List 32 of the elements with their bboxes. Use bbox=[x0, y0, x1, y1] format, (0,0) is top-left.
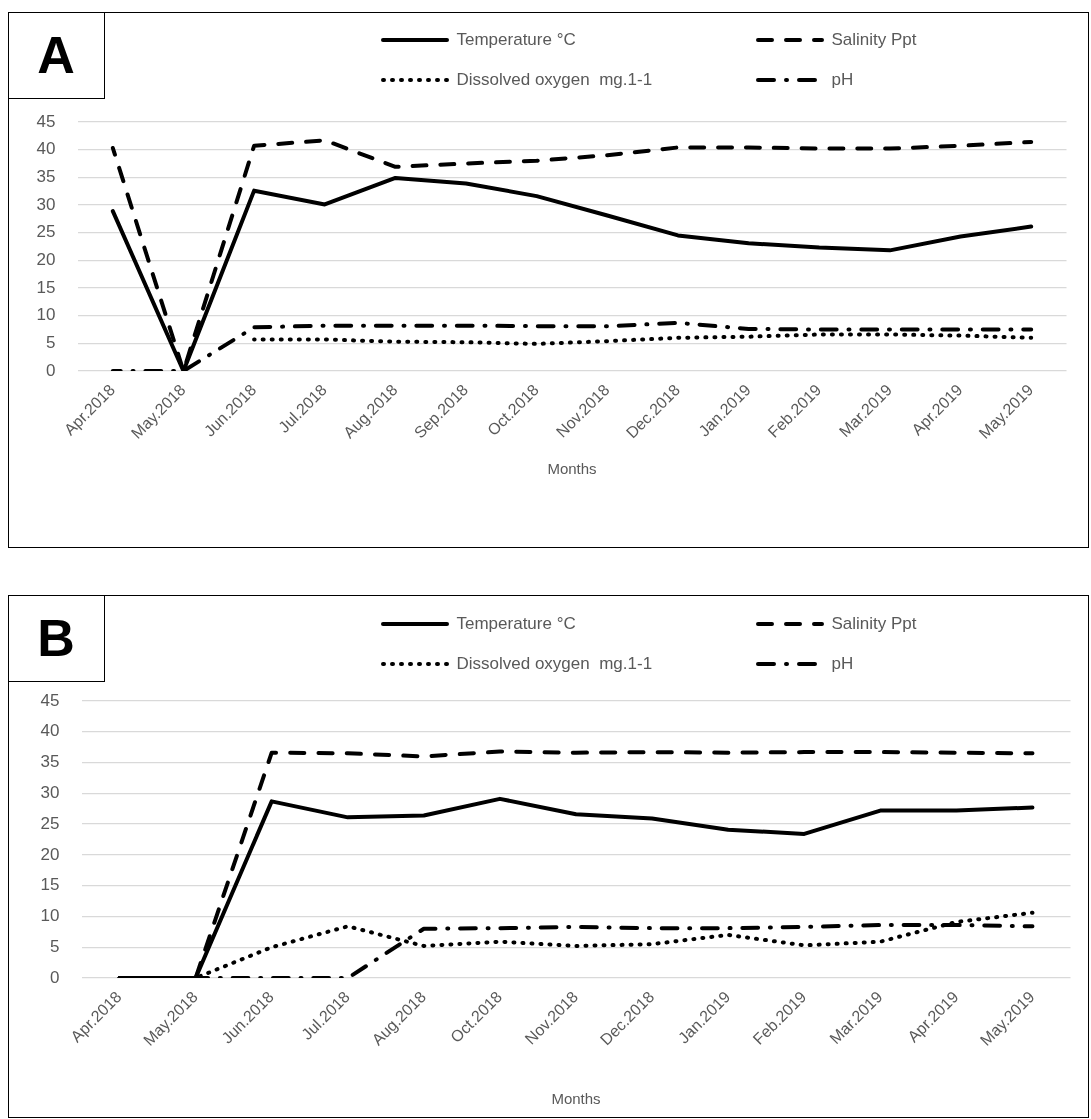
y-tick-label: 45 bbox=[36, 111, 56, 131]
legend-label: Salinity Ppt bbox=[831, 613, 917, 634]
legend-label: Dissolved oxygen mg.1-1 bbox=[456, 69, 653, 90]
x-axis-title: Months bbox=[551, 1089, 601, 1107]
y-tick-label: 10 bbox=[36, 304, 56, 324]
y-tick-label: 20 bbox=[40, 844, 60, 864]
chart-title: B bbox=[7, 594, 105, 682]
y-tick-label: 30 bbox=[40, 782, 60, 802]
y-tick-label: 35 bbox=[40, 751, 60, 771]
y-tick-label: 15 bbox=[36, 277, 56, 297]
y-tick-label: 30 bbox=[36, 194, 56, 214]
y-tick-label: 0 bbox=[46, 360, 56, 380]
y-tick-label: 40 bbox=[36, 138, 56, 158]
legend-label: Temperature °C bbox=[456, 29, 576, 50]
legend-label: Salinity Ppt bbox=[831, 29, 917, 50]
y-tick-label: 15 bbox=[40, 874, 60, 894]
y-tick-label: 25 bbox=[36, 221, 56, 241]
y-tick-label: 25 bbox=[40, 813, 60, 833]
y-tick-label: 45 bbox=[40, 690, 60, 710]
chart-title: A bbox=[7, 11, 105, 99]
legend-label: pH bbox=[831, 69, 854, 90]
y-tick-label: 20 bbox=[36, 249, 56, 269]
legend-label: pH bbox=[831, 653, 854, 674]
legend-label: Dissolved oxygen mg.1-1 bbox=[456, 653, 653, 674]
y-tick-label: 35 bbox=[36, 166, 56, 186]
y-tick-label: 40 bbox=[40, 720, 60, 740]
x-axis-title: Months bbox=[547, 459, 597, 477]
legend-label: Temperature °C bbox=[456, 613, 576, 634]
y-tick-label: 10 bbox=[40, 905, 60, 925]
y-tick-label: 5 bbox=[50, 936, 60, 956]
y-tick-label: 5 bbox=[46, 332, 56, 352]
y-tick-label: 0 bbox=[50, 967, 60, 987]
